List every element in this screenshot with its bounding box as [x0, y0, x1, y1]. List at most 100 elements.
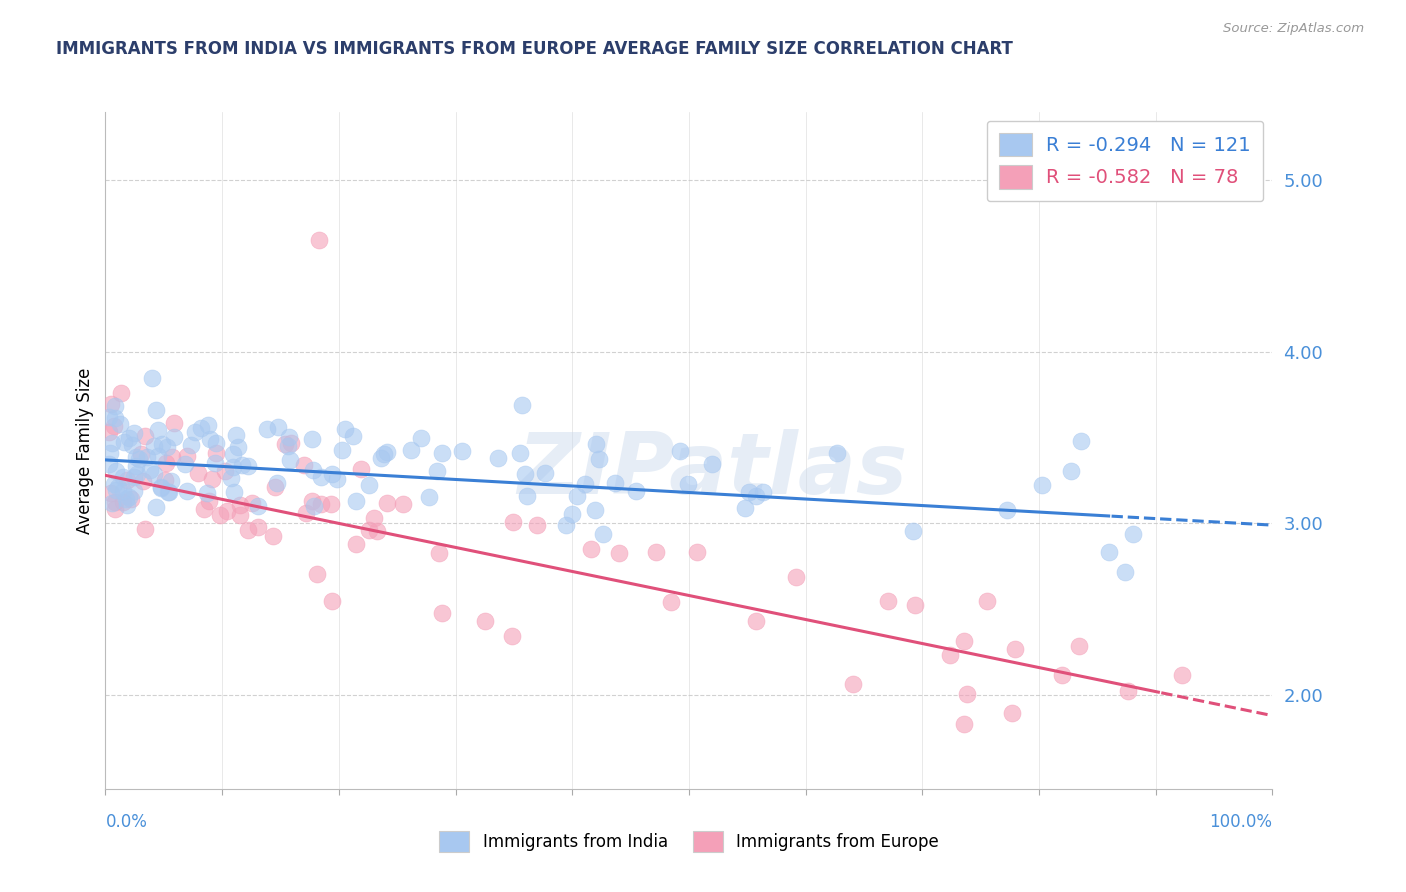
Point [197, 493, 219, 508]
Point [399, 443, 422, 458]
Point [607, 546, 630, 560]
Point [104, 502, 127, 516]
Point [567, 489, 589, 503]
Point [509, 445, 531, 459]
Point [125, 450, 148, 464]
Point [226, 440, 249, 454]
Point [132, 474, 155, 488]
Point [120, 491, 142, 506]
Point [129, 447, 152, 461]
Point [118, 490, 141, 504]
Point [579, 541, 602, 556]
Point [516, 490, 538, 504]
Point [266, 476, 288, 491]
Point [187, 467, 209, 481]
Point [205, 436, 228, 450]
Point [292, 458, 315, 472]
Point [309, 470, 332, 484]
Point [676, 477, 699, 491]
Point [101, 436, 124, 450]
Point [125, 458, 148, 473]
Point [301, 463, 323, 477]
Point [1001, 706, 1024, 720]
Point [659, 595, 682, 609]
Point [149, 481, 172, 495]
Point [976, 594, 998, 608]
Point [785, 570, 807, 584]
Point [904, 598, 927, 612]
Point [751, 484, 773, 499]
Point [98, 446, 121, 460]
Point [952, 717, 974, 731]
Point [105, 483, 128, 498]
Point [502, 515, 524, 529]
Point [409, 431, 432, 445]
Point [112, 483, 135, 498]
Point [205, 445, 228, 459]
Point [375, 444, 398, 458]
Point [1098, 544, 1121, 558]
Point [103, 418, 125, 433]
Point [307, 566, 329, 581]
Point [262, 529, 284, 543]
Point [149, 480, 172, 494]
Point [219, 471, 242, 485]
Point [734, 501, 756, 516]
Point [392, 497, 415, 511]
Point [180, 438, 202, 452]
Point [122, 425, 145, 440]
Point [136, 450, 159, 464]
Point [280, 436, 302, 450]
Point [225, 428, 247, 442]
Point [125, 467, 148, 481]
Point [118, 430, 141, 444]
Point [526, 518, 548, 533]
Point [311, 498, 333, 512]
Point [901, 524, 924, 539]
Point [301, 493, 323, 508]
Point [1122, 526, 1144, 541]
Point [995, 502, 1018, 516]
Point [115, 498, 138, 512]
Point [501, 629, 523, 643]
Point [474, 614, 496, 628]
Point [156, 440, 179, 454]
Point [342, 429, 364, 443]
Point [344, 537, 367, 551]
Point [686, 545, 709, 559]
Point [574, 477, 596, 491]
Point [142, 467, 165, 481]
Point [267, 419, 290, 434]
Point [134, 522, 156, 536]
Point [208, 508, 231, 523]
Text: IMMIGRANTS FROM INDIA VS IMMIGRANTS FROM EUROPE AVERAGE FAMILY SIZE CORRELATION : IMMIGRANTS FROM INDIA VS IMMIGRANTS FROM… [56, 40, 1014, 58]
Point [163, 429, 186, 443]
Point [198, 432, 221, 446]
Point [555, 517, 578, 532]
Point [278, 452, 301, 467]
Point [128, 452, 150, 467]
Point [533, 467, 555, 481]
Point [97, 409, 120, 424]
Point [176, 484, 198, 499]
Point [215, 503, 238, 517]
Point [560, 507, 582, 521]
Point [321, 497, 343, 511]
Point [224, 484, 246, 499]
Point [197, 417, 219, 432]
Point [111, 469, 134, 483]
Point [745, 489, 768, 503]
Point [333, 422, 356, 436]
Point [100, 485, 122, 500]
Text: ZIPatlas: ZIPatlas [517, 429, 907, 512]
Point [702, 457, 724, 471]
Point [1060, 464, 1083, 478]
Point [363, 511, 385, 525]
Point [184, 425, 207, 439]
Point [370, 451, 392, 466]
Point [204, 456, 226, 470]
Point [295, 507, 318, 521]
Point [156, 485, 179, 500]
Point [953, 634, 976, 648]
Point [214, 464, 236, 478]
